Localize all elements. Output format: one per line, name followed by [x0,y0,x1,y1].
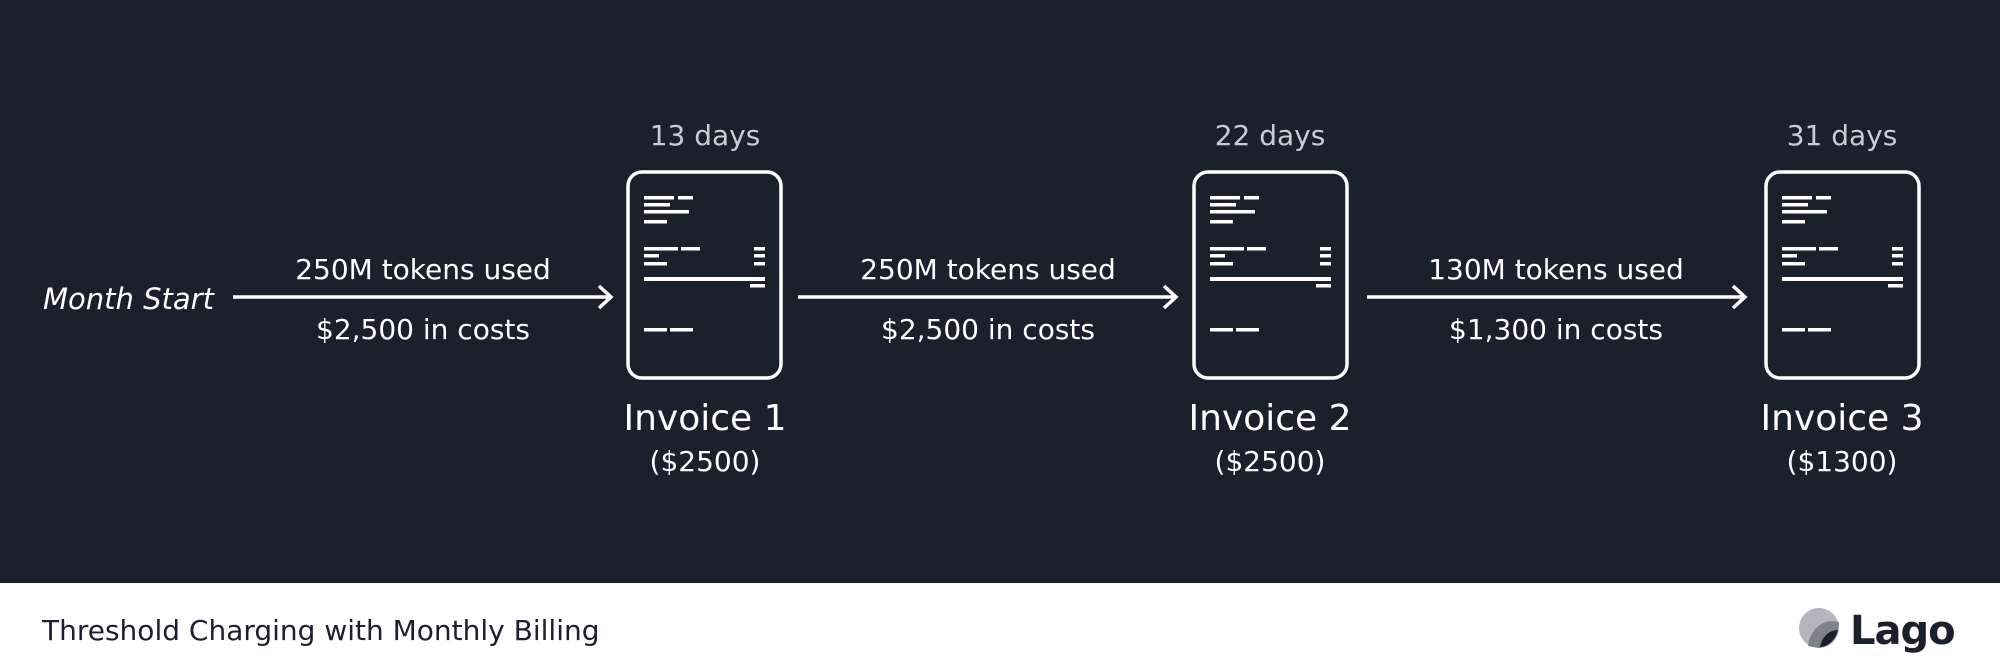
invoice-title: Invoice 2 [1188,398,1352,439]
svg-text:Lago: Lago [1850,608,1955,654]
invoice-amount: ($2500) [649,445,761,478]
invoice-days: 13 days [649,119,761,152]
arrow-icon [1367,285,1748,309]
invoice-document-icon [626,170,783,380]
segment-usage: 250M tokens used [860,253,1116,286]
invoice-title: Invoice 1 [623,398,787,439]
lago-logo: Lago [1799,608,1956,654]
invoice-days: 31 days [1786,119,1898,152]
diagram-area [0,0,2000,583]
invoice-amount: ($2500) [1214,445,1326,478]
segment-cost: $2,500 in costs [881,313,1095,346]
invoice-amount: ($1300) [1786,445,1898,478]
footer-title: Threshold Charging with Monthly Billing [42,614,600,647]
month-start-label: Month Start [43,282,214,316]
invoice-document-icon [1764,170,1921,380]
segment-usage: 250M tokens used [295,253,551,286]
segment-usage: 130M tokens used [1428,253,1684,286]
arrow-icon [233,285,614,309]
invoice-document-icon [1192,170,1349,380]
segment-cost: $2,500 in costs [316,313,530,346]
arrow-icon [798,285,1179,309]
invoice-title: Invoice 3 [1760,398,1924,439]
segment-cost: $1,300 in costs [1449,313,1663,346]
invoice-days: 22 days [1214,119,1326,152]
